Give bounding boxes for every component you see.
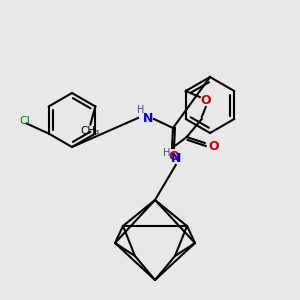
Text: N: N xyxy=(143,112,153,125)
Text: O: O xyxy=(208,140,219,152)
Text: CH₃: CH₃ xyxy=(81,127,100,136)
Text: Cl: Cl xyxy=(19,116,30,127)
Text: H: H xyxy=(163,148,170,158)
Text: O: O xyxy=(200,94,211,107)
Text: O: O xyxy=(169,151,179,164)
Text: H: H xyxy=(137,105,145,115)
Text: N: N xyxy=(171,152,181,166)
